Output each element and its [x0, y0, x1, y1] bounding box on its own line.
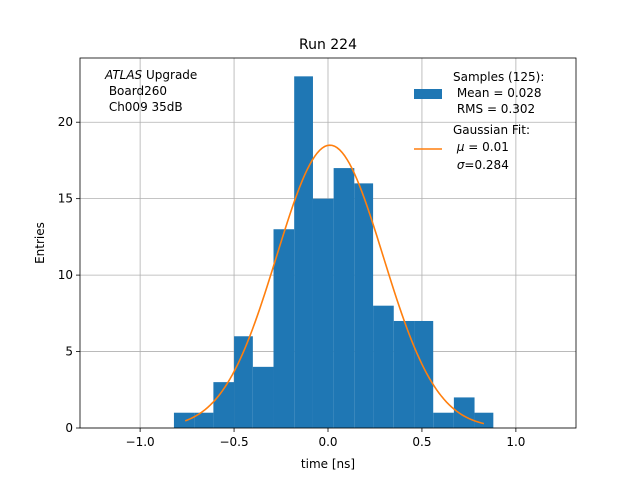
x-tick-label: 0.0	[318, 435, 337, 449]
histogram-bar	[354, 183, 374, 428]
histogram-bar	[213, 382, 235, 428]
board-label: Board260	[105, 84, 167, 98]
chart-title: Run 224	[299, 37, 357, 53]
channel-label: Ch009 35dB	[105, 100, 183, 114]
histogram-bar	[273, 229, 295, 428]
legend-fit-line-1: Gaussian Fit:	[453, 123, 530, 137]
histogram-bar	[414, 320, 434, 428]
histogram-bar	[194, 412, 214, 428]
atlas-label: ATLAS	[104, 68, 143, 82]
sigma-value: =0.284	[464, 158, 508, 172]
histogram-bar	[333, 168, 355, 428]
legend-samples-mean: Mean = 0.028	[453, 86, 542, 100]
legend-fit-sigma: σ=0.284	[453, 158, 509, 172]
legend: Samples (125): Mean = 0.028 RMS = 0.302 …	[414, 70, 544, 172]
upgrade-label: Upgrade	[142, 68, 197, 82]
histogram-bar	[373, 305, 394, 428]
histogram-bar	[453, 397, 475, 428]
histogram-bar	[252, 366, 274, 428]
y-tick-label: 15	[58, 192, 73, 206]
histogram-bar	[173, 412, 195, 428]
x-tick-label: 0.5	[412, 435, 431, 449]
legend-samples-line-1: Samples (125):	[453, 70, 544, 84]
y-axis-ticks: 0 5 10 15 20	[58, 115, 80, 435]
x-tick-label: −1.0	[126, 435, 155, 449]
mu-value: = 0.01	[464, 140, 508, 154]
histogram-bar	[433, 412, 454, 428]
histogram-bar	[393, 320, 415, 428]
gaussian-fit-layer	[184, 144, 485, 425]
histogram-bar	[474, 412, 494, 428]
x-tick-label: −0.5	[219, 435, 248, 449]
atlas-annotation: ATLAS Upgrade Board260 Ch009 35dB	[104, 68, 197, 114]
sigma-symbol: σ	[453, 158, 465, 172]
legend-samples-rms: RMS = 0.302	[453, 102, 535, 116]
y-axis-label: Entries	[33, 222, 47, 264]
x-axis-ticks: −1.0 −0.5 0.0 0.5 1.0	[126, 428, 525, 449]
legend-fit-mu: μ = 0.01	[453, 140, 509, 154]
x-axis-label: time [ns]	[301, 457, 355, 471]
mu-symbol: μ	[453, 140, 465, 154]
y-tick-label: 5	[65, 345, 73, 359]
histogram-bar	[234, 336, 253, 428]
histogram-bars	[173, 76, 494, 428]
histogram-bar	[312, 198, 334, 428]
y-tick-label: 0	[65, 421, 73, 435]
annotation-line-1: ATLAS Upgrade	[104, 68, 197, 82]
x-tick-label: 1.0	[506, 435, 525, 449]
histogram-bar	[294, 76, 313, 428]
y-tick-label: 20	[58, 115, 73, 129]
gaussian-fit-curve	[184, 144, 485, 425]
legend-samples-swatch	[414, 89, 442, 99]
y-tick-label: 10	[58, 268, 73, 282]
